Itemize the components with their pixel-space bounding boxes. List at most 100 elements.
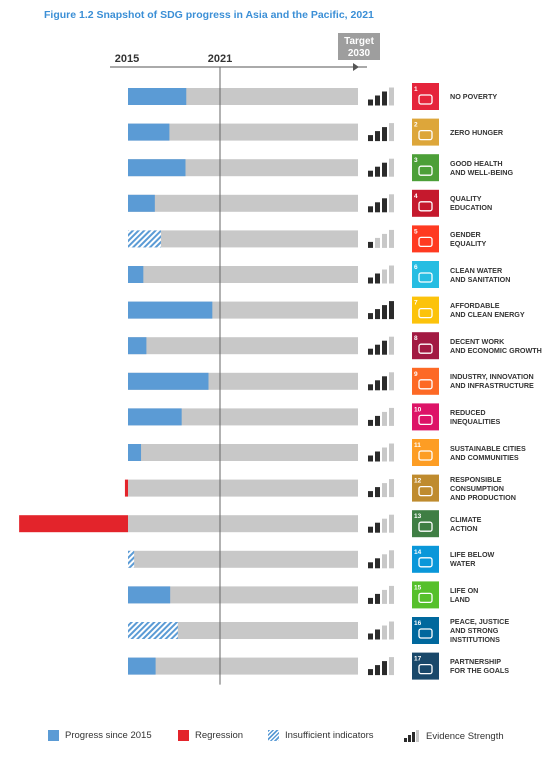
goal-label-line: NO POVERTY	[450, 92, 498, 101]
evidence-bar-goal-5-4	[389, 229, 394, 248]
gender-icon	[418, 236, 433, 248]
goal-label-line: AND STRONG	[450, 626, 499, 635]
goal-label-line: SUSTAINABLE CITIES	[450, 443, 526, 453]
goal-label-line: GENDER	[450, 229, 481, 239]
evidence-bar-goal-1-1	[368, 99, 373, 106]
bar-regression-goal-12	[124, 479, 128, 497]
bar-remaining-goal-13	[128, 515, 358, 533]
evidence-bar-goal-16-3	[382, 625, 387, 640]
eye-globe-icon	[418, 521, 433, 532]
goal-label-7: AFFORDABLE AND CLEAN ENERGY	[450, 301, 525, 319]
target-label: Target	[344, 36, 374, 47]
sdg-icon-goal-2	[412, 118, 439, 146]
goal-label-line: PARTNERSHIP	[450, 657, 501, 667]
goal-label-line: AFFORDABLE	[450, 301, 500, 311]
legend-insufficient-label: Insufficient indicators	[285, 730, 374, 741]
goal-label-13: CLIMATE ACTION	[450, 515, 481, 533]
sdg-icon-goal-7	[412, 296, 439, 324]
bar-remaining-goal-4	[128, 194, 358, 212]
sdg-icon-goal-12	[412, 474, 439, 502]
bar-progress-goal-15	[128, 586, 171, 604]
evidence-bar-goal-8-1	[368, 348, 373, 355]
legend-evidence: Evidence Strength	[404, 730, 504, 742]
evidence-bar-goal-9-3	[382, 376, 387, 391]
sdg-number-goal-10: 10	[414, 406, 422, 413]
bowl-icon	[418, 129, 433, 141]
evidence-bar-goal-16-4	[389, 621, 394, 640]
bar-remaining-goal-5	[128, 230, 358, 248]
evidence-bar-goal-4-1	[368, 206, 373, 213]
sdg-icon-goal-16	[412, 617, 439, 644]
evidence-bar-goal-14-1	[368, 562, 373, 569]
sdg-number-goal-9: 9	[414, 371, 418, 378]
goal-label-4: QUALITY EDUCATION	[450, 194, 492, 212]
sdg-icon-goal-11	[412, 439, 439, 466]
goal-label-line: LIFE ON	[450, 585, 479, 595]
evidence-bar-goal-10-4	[389, 407, 394, 426]
heartbeat-icon	[418, 165, 433, 176]
sdg-number-goal-17: 17	[414, 656, 422, 663]
sdg-number-goal-12: 12	[414, 478, 422, 485]
bar-regression-goal-13	[19, 515, 129, 533]
evidence-bar-goal-2-1	[368, 135, 373, 142]
sdg-icon-goal-6	[412, 261, 439, 288]
evidence-bar-goal-13-4	[389, 514, 394, 533]
evidence-bar-goal-17-3	[382, 661, 387, 676]
goal-label-line: QUALITY	[450, 194, 482, 204]
goal-label-17: PARTNERSHIP FOR THE GOALS	[450, 657, 509, 675]
goal-label-12: RESPONSIBLE CONSUMPTION AND PRODUCTION	[450, 475, 516, 502]
bar-progress-goal-6	[128, 266, 144, 283]
sdg-icon-goal-9	[412, 367, 439, 395]
sdg-icon-goal-13	[412, 510, 439, 538]
bar-remaining-goal-8	[128, 337, 358, 355]
evidence-bar-goal-11-3	[382, 447, 387, 462]
goal-label-line: INDUSTRY, INNOVATION	[450, 372, 534, 382]
legend-progress-label: Progress since 2015	[65, 730, 152, 741]
evidence-bar-goal-16-1	[368, 633, 373, 640]
evidence-bar-goal-12-2	[375, 487, 380, 498]
goal-label-line: LIFE BELOW	[450, 550, 495, 560]
book-icon	[418, 201, 433, 212]
bar-progress-goal-7	[128, 301, 213, 319]
evidence-bar-goal-17-1	[368, 669, 373, 676]
legend-regression: Regression	[178, 730, 243, 741]
sdg-icon-goal-1	[412, 83, 439, 110]
evidence-bar-goal-17-4	[389, 657, 394, 676]
evidence-bar-goal-1-3	[382, 91, 387, 106]
cubes-icon	[418, 379, 433, 390]
evidence-bar-goal-10-3	[382, 411, 387, 426]
evidence-bar-goal-17-2	[375, 665, 380, 676]
sdg-number-goal-1: 1	[414, 86, 418, 93]
sdg-number-goal-4: 4	[414, 193, 418, 200]
bar-remaining-goal-2	[128, 123, 358, 141]
evidence-bar-goal-9-4	[389, 372, 394, 391]
dove-gavel-icon	[418, 628, 433, 639]
sdg-number-goal-6: 6	[414, 264, 418, 271]
evidence-bar-goal-2-4	[389, 123, 394, 142]
evidence-bar-goal-6-2	[375, 273, 380, 284]
evidence-bar-goal-14-4	[389, 550, 394, 569]
equal-arrows-icon	[418, 414, 433, 426]
fish-icon	[418, 557, 433, 568]
sdg-number-goal-14: 14	[414, 549, 422, 556]
goal-label-line: DECENT WORK	[450, 336, 505, 346]
legend-progress-swatch	[48, 730, 59, 741]
evidence-bar-goal-3-3	[382, 162, 387, 177]
water-glass-icon	[418, 272, 433, 283]
bar-progress-goal-9	[128, 372, 209, 390]
evidence-bar-goal-15-2	[375, 593, 380, 604]
goal-label-line: ACTION	[450, 523, 478, 533]
sdg-number-goal-16: 16	[414, 620, 422, 627]
sdg-number-goal-15: 15	[414, 584, 422, 591]
evidence-bar-goal-3-1	[368, 170, 373, 177]
bar-remaining-goal-11	[128, 444, 358, 461]
growth-chart-icon	[418, 343, 433, 354]
goal-label-line: CLEAN WATER	[450, 265, 503, 275]
sun-icon	[418, 307, 433, 319]
figure-title: Figure 1.2 Snapshot of SDG progress in A…	[44, 9, 374, 21]
sdg-number-goal-7: 7	[414, 300, 418, 307]
goal-label-line: AND SANITATION	[450, 274, 511, 284]
sdg-icon-goal-5	[412, 225, 439, 253]
evidence-bar-goal-3-4	[389, 158, 394, 177]
